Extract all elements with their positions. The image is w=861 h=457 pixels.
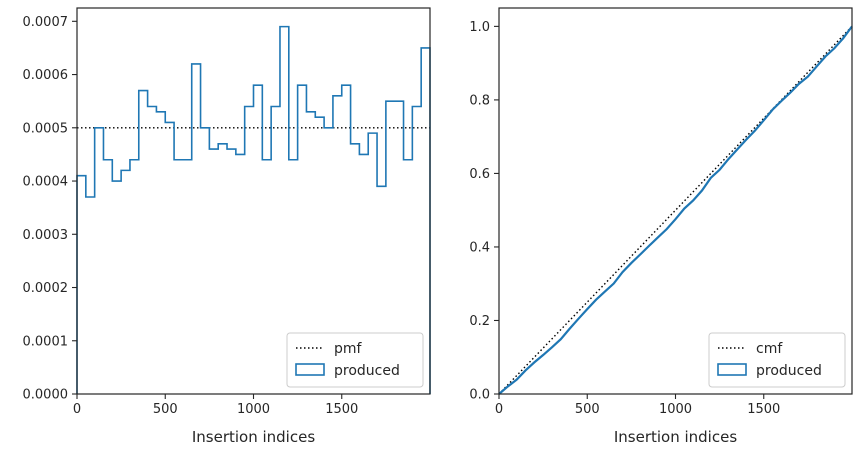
- x-tick-label: 500: [153, 402, 178, 417]
- y-tick-label: 0.0007: [23, 15, 69, 30]
- x-tick-label: 0: [495, 402, 503, 417]
- y-tick-label: 0.0003: [23, 228, 69, 243]
- legend-box: [708, 332, 846, 388]
- y-tick-label: 0.0000: [23, 388, 69, 403]
- y-tick-label: 0.0006: [23, 68, 69, 83]
- legend-produced-label: produced: [334, 363, 400, 379]
- legend-cmf-label: cmf: [756, 341, 783, 357]
- y-tick-label: 0.0002: [23, 281, 69, 296]
- y-tick-label: 1.0: [469, 20, 490, 35]
- y-tick-label: 0.0004: [23, 175, 69, 190]
- legend-produced-swatch: [717, 363, 747, 376]
- x-tick-label: 1000: [659, 402, 692, 417]
- y-tick-label: 0.0: [469, 388, 490, 403]
- x-tick-label: 1500: [747, 402, 780, 417]
- y-tick-label: 0.8: [469, 93, 490, 108]
- chart-panel-1: 0 500 1000 1500 0.0000 0.0001 0.0002 0.0003 0.00…: [23, 7, 431, 446]
- y-tick-label: 0.6: [469, 167, 490, 182]
- series-produced-step-line: [76, 25, 431, 394]
- y-tick-label: 0.0005: [23, 121, 69, 136]
- legend-produced-label: produced: [756, 363, 822, 379]
- x-tick-label: 0: [73, 402, 81, 417]
- y-tick-label: 0.2: [469, 314, 490, 329]
- x-axis-label: Insertion indices: [192, 428, 315, 446]
- series-cmf-line: [498, 25, 853, 395]
- x-tick-label: 500: [575, 402, 600, 417]
- legend-box: [286, 332, 424, 388]
- legend-produced-swatch: [295, 363, 325, 376]
- chart-panel-2: 0 500 1000 1500 0.0 0.2 0.4 0.6 0.8 1.0 Insertion …: [469, 7, 853, 446]
- x-tick-label: 1000: [237, 402, 270, 417]
- y-tick-label: 0.0001: [23, 334, 69, 349]
- legend: pmf produced: [286, 332, 424, 388]
- x-tick-label: 1500: [325, 402, 358, 417]
- legend-pmf-label: pmf: [334, 341, 363, 357]
- y-tick-label: 0.4: [469, 240, 490, 255]
- legend: cmf produced: [708, 332, 846, 388]
- series-produced-line: [498, 25, 853, 395]
- x-axis-label: Insertion indices: [614, 428, 737, 446]
